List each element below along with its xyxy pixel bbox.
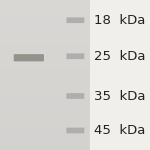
FancyBboxPatch shape <box>66 53 84 59</box>
FancyBboxPatch shape <box>14 54 44 61</box>
FancyBboxPatch shape <box>66 128 84 133</box>
FancyBboxPatch shape <box>66 17 84 23</box>
Text: 45  kDa: 45 kDa <box>94 124 146 137</box>
Text: 18  kDa: 18 kDa <box>94 14 146 27</box>
Text: 25  kDa: 25 kDa <box>94 50 146 63</box>
Text: 35  kDa: 35 kDa <box>94 90 146 102</box>
FancyBboxPatch shape <box>0 0 89 150</box>
FancyBboxPatch shape <box>89 0 131 150</box>
FancyBboxPatch shape <box>66 93 84 99</box>
